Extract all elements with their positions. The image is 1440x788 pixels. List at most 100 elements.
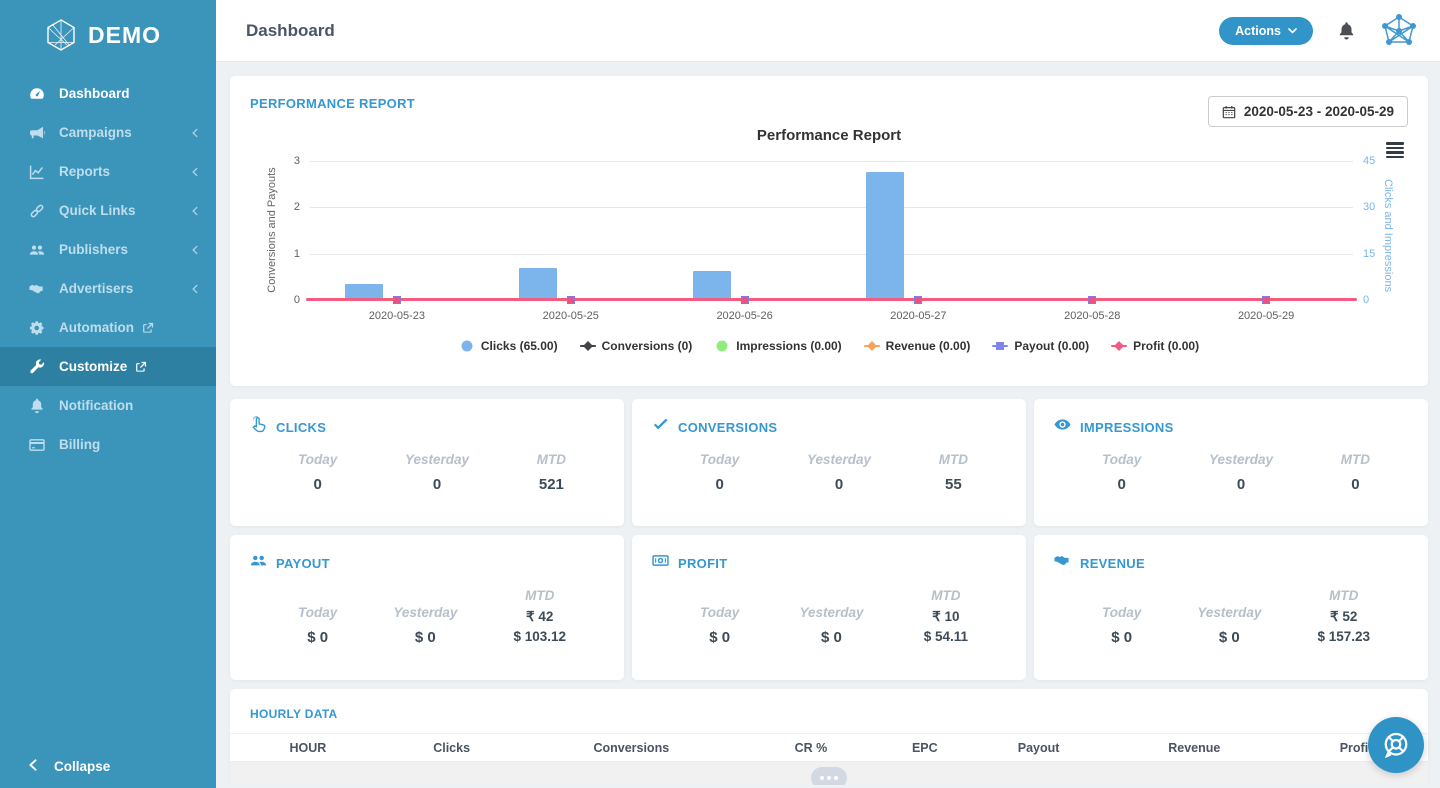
sidebar-item-label: Billing bbox=[59, 437, 101, 452]
x-axis-label: 2020-05-29 bbox=[1237, 310, 1295, 322]
left-axis-tick: 3 bbox=[293, 155, 300, 167]
mtd-label: MTD bbox=[938, 452, 968, 467]
notifications-bell-button[interactable] bbox=[1337, 21, 1356, 41]
support-help-button[interactable] bbox=[1368, 717, 1424, 773]
left-axis-title: Conversions and Payouts bbox=[266, 167, 278, 293]
hourly-column-revenue: Revenue bbox=[1168, 740, 1221, 755]
sidebar-item-label: Publishers bbox=[59, 242, 129, 257]
legend-item-impressions[interactable]: Impressions (0.00) bbox=[714, 339, 842, 353]
wrench-icon bbox=[28, 358, 45, 375]
loading-dots-indicator bbox=[811, 767, 847, 785]
legend-marker bbox=[579, 340, 596, 352]
network-avatar-icon bbox=[1382, 13, 1416, 45]
stat-title: CLICKS bbox=[276, 419, 327, 435]
left-axis-tick: 2 bbox=[293, 201, 300, 214]
profit-today-value: $ 0 bbox=[709, 629, 731, 647]
mtd-label: MTD bbox=[931, 588, 961, 603]
hourly-data-card: HOURLY DATA HOUR Clicks Conversions CR % EPC… bbox=[230, 689, 1428, 785]
hand-pointer-icon bbox=[250, 416, 267, 438]
sidebar-item-customize[interactable]: Customize bbox=[0, 347, 216, 386]
sidebar-item-notification[interactable]: Notification bbox=[0, 386, 216, 425]
sidebar-item-label: Notification bbox=[59, 398, 134, 413]
legend-item-profit[interactable]: Profit (0.00) bbox=[1111, 339, 1199, 353]
gauge-icon bbox=[28, 85, 45, 102]
line-point-marker bbox=[392, 296, 401, 304]
x-axis-label: 2020-05-23 bbox=[368, 310, 426, 322]
clicks-bar bbox=[866, 172, 905, 299]
sidebar: DEMO Dashboard Campaigns Reports Quick Link… bbox=[0, 0, 216, 788]
profile-avatar-button[interactable] bbox=[1380, 13, 1418, 49]
sidebar-item-publishers[interactable]: Publishers bbox=[0, 230, 216, 269]
page-title: Dashboard bbox=[246, 20, 335, 40]
sidebar-item-advertisers[interactable]: Advertisers bbox=[0, 269, 216, 308]
legend-marker bbox=[863, 340, 880, 352]
eye-icon bbox=[1054, 416, 1071, 438]
x-axis-labels: 2020-05-23 2020-05-25 2020-05-26 2020-05-27… bbox=[310, 310, 1353, 324]
profit-line bbox=[306, 298, 1357, 301]
line-point-marker bbox=[1088, 296, 1097, 304]
profit-stat-card: PROFIT Today $ 0 Yesterday $ 0 MTD ₹ 10 $ … bbox=[632, 535, 1026, 680]
handshake-icon bbox=[28, 280, 45, 297]
profit-yesterday-value: $ 0 bbox=[821, 629, 842, 647]
actions-button[interactable]: Actions bbox=[1219, 16, 1313, 45]
today-label: Today bbox=[700, 452, 740, 467]
legend-label: Profit (0.00) bbox=[1133, 339, 1200, 353]
sidebar-item-reports[interactable]: Reports bbox=[0, 152, 216, 191]
legend-item-payout[interactable]: Payout (0.00) bbox=[992, 339, 1089, 353]
hourly-section-title: HOURLY DATA bbox=[250, 707, 338, 721]
collapse-button[interactable]: Collapse bbox=[0, 759, 216, 788]
legend-item-clicks[interactable]: Clicks (65.00) bbox=[459, 339, 558, 353]
line-point-marker bbox=[566, 296, 575, 304]
clicks-bar bbox=[692, 271, 731, 299]
performance-report-card: PERFORMANCE REPORT 2020-05-23 - 2020-05-… bbox=[230, 76, 1428, 386]
sidebar-item-campaigns[interactable]: Campaigns bbox=[0, 113, 216, 152]
revenue-mtd-inr-value: ₹ 52 bbox=[1330, 609, 1358, 624]
conversions-today-value: 0 bbox=[715, 476, 724, 493]
clicks-stat-card: CLICKS Today 0 Yesterday 0 MTD 521 bbox=[230, 399, 624, 526]
chart-gridline bbox=[310, 207, 1353, 209]
clicks-yesterday-value: 0 bbox=[432, 476, 442, 493]
users-icon bbox=[28, 241, 45, 258]
chart-gridline bbox=[310, 161, 1353, 162]
legend-item-conversions[interactable]: Conversions (0) bbox=[579, 339, 693, 353]
chart-context-menu-button[interactable] bbox=[1386, 142, 1404, 158]
chart-line-icon bbox=[28, 163, 45, 180]
today-label: Today bbox=[1102, 452, 1142, 467]
sidebar-item-dashboard[interactable]: Dashboard bbox=[0, 74, 216, 113]
x-axis-label: 2020-05-27 bbox=[890, 310, 947, 322]
sidebar-item-quick-links[interactable]: Quick Links bbox=[0, 191, 216, 230]
legend-marker bbox=[1111, 340, 1128, 352]
performance-section-title: PERFORMANCE REPORT bbox=[250, 96, 416, 111]
bell-icon bbox=[1339, 21, 1354, 40]
right-axis-tick: 45 bbox=[1363, 155, 1376, 167]
cogs-icon bbox=[28, 319, 45, 336]
hourly-column-conversions: Conversions bbox=[593, 740, 670, 755]
chart-legend: Clicks (65.00) Conversions (0) Impressions… bbox=[250, 339, 1408, 353]
sidebar-item-label: Quick Links bbox=[59, 203, 136, 218]
hourly-column-payout: Payout bbox=[1017, 740, 1060, 755]
users-icon bbox=[250, 552, 267, 574]
impressions-yesterday-value: 0 bbox=[1236, 476, 1246, 493]
external-link-icon bbox=[142, 322, 154, 334]
brand-logo[interactable]: DEMO bbox=[0, 0, 216, 68]
chevron-left-icon bbox=[190, 284, 200, 294]
chart-title: Performance Report bbox=[756, 127, 902, 144]
right-axis-title: Clicks and Impressions bbox=[1382, 179, 1394, 293]
sidebar-item-label: Campaigns bbox=[59, 125, 132, 140]
today-label: Today bbox=[298, 605, 338, 621]
chart-gridline bbox=[310, 253, 1353, 255]
sidebar-item-automation[interactable]: Automation bbox=[0, 308, 216, 347]
sidebar-item-billing[interactable]: Billing bbox=[0, 425, 216, 464]
legend-item-revenue[interactable]: Revenue (0.00) bbox=[863, 339, 970, 353]
legend-label: Conversions (0) bbox=[601, 339, 693, 353]
sidebar-item-label: Automation bbox=[59, 320, 134, 335]
line-point-marker bbox=[1262, 296, 1271, 304]
revenue-stat-card: REVENUE Today $ 0 Yesterday $ 0 MTD ₹ 52 $… bbox=[1034, 535, 1428, 680]
line-point-marker bbox=[740, 296, 749, 304]
x-axis-label: 2020-05-28 bbox=[1064, 310, 1121, 322]
date-range-picker[interactable]: 2020-05-23 - 2020-05-29 bbox=[1207, 96, 1408, 127]
sidebar-item-label: Dashboard bbox=[59, 86, 130, 101]
revenue-today-value: $ 0 bbox=[1111, 629, 1133, 647]
hexagon-network-logo-icon bbox=[47, 19, 75, 51]
bell-icon bbox=[28, 397, 45, 414]
